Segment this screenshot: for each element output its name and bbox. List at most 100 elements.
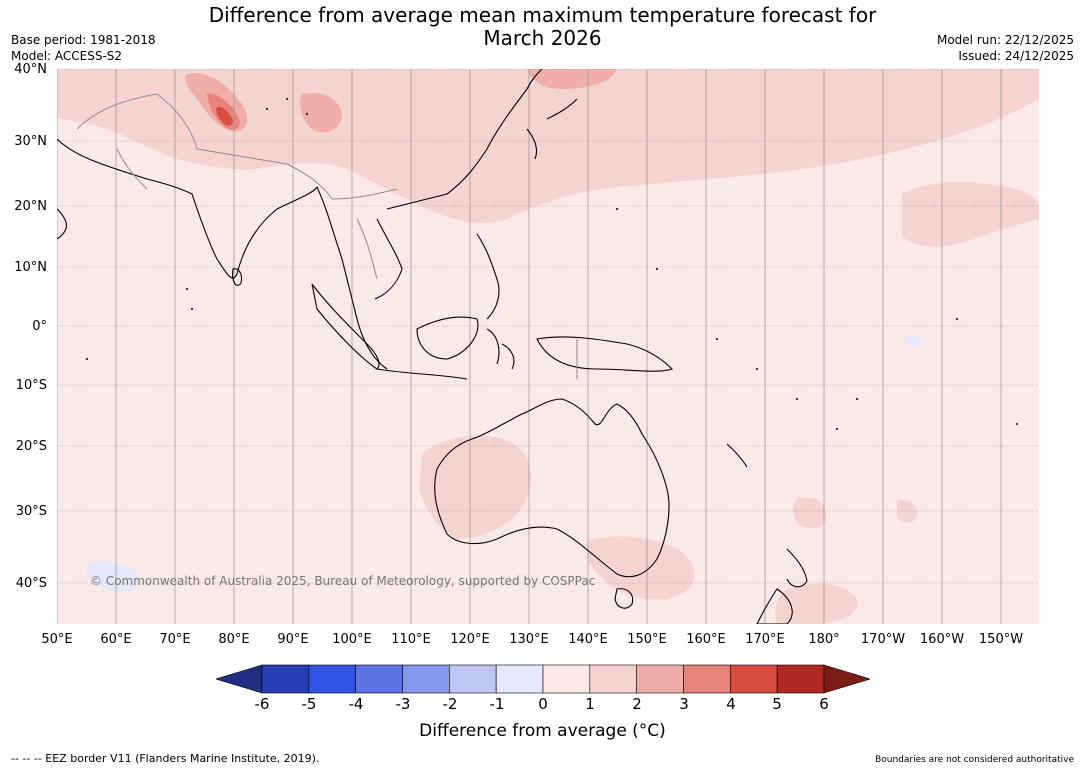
colorbar-extend-min: [216, 664, 263, 694]
colorbar-tick: 2: [632, 695, 642, 713]
lon-label: 150°E: [627, 632, 667, 647]
meta-left: Base period: 1981-2018 Model: ACCESS-S2: [11, 32, 156, 64]
lat-label: 20°N: [14, 199, 47, 214]
lat-label: 30°S: [15, 504, 47, 519]
lon-label: 160°W: [919, 632, 965, 647]
lon-label: 90°E: [277, 632, 309, 647]
colorbar-tick: -2: [442, 695, 458, 713]
map-panel: [57, 69, 1039, 624]
base-period: Base period: 1981-2018: [11, 33, 156, 47]
coast-sri-lanka: [232, 268, 243, 286]
anomaly-shading: [57, 69, 1039, 624]
small-islands: [86, 98, 1018, 430]
coast-tasmania: [614, 588, 634, 609]
coast-china: [386, 69, 543, 210]
model-name: Model: ACCESS-S2: [11, 49, 123, 63]
boundary-disclaimer: Boundaries are not considered authoritat…: [875, 755, 1074, 765]
colorbar-tick: 3: [679, 695, 689, 713]
issued-date: Issued: 24/12/2025: [958, 49, 1074, 63]
anomaly-region-east-pacific: [902, 182, 1039, 247]
lon-label: 170°W: [860, 632, 906, 647]
lat-label: 40°S: [15, 576, 47, 591]
colorbar-segment: [542, 664, 591, 694]
anomaly-region-west-australia: [419, 435, 531, 539]
model-run: Model run: 22/12/2025: [936, 33, 1074, 47]
lat-label: 0°: [32, 319, 47, 334]
coast-india: [57, 138, 318, 279]
colorbar-segment: [308, 664, 356, 694]
country-borders: [76, 93, 578, 379]
anomaly-region-tasman: [587, 536, 695, 600]
lat-label: 30°N: [14, 134, 47, 149]
lon-label: 160°E: [686, 632, 726, 647]
coast-sulawesi: [486, 328, 515, 370]
lon-label: 120°E: [450, 632, 490, 647]
colorbar-segment: [355, 664, 403, 694]
coast-borneo: [416, 316, 479, 360]
colorbar-segment: [495, 664, 544, 694]
lat-label: 10°N: [14, 260, 47, 275]
colorbar-tick: -5: [301, 695, 317, 713]
colorbar-extend-max: [823, 664, 870, 694]
lon-label: 110°E: [391, 632, 431, 647]
coast-new-caledonia: [726, 443, 748, 468]
colorbar-segment: [683, 664, 731, 694]
chart-title: Difference from average mean maximum tem…: [0, 4, 1085, 50]
colorbar-tick: -6: [254, 695, 270, 713]
colorbar-tick: -4: [348, 695, 364, 713]
lat-label: 20°S: [15, 439, 47, 454]
colorbar-segment: [730, 664, 778, 694]
lon-label: 180°: [808, 632, 840, 647]
coast-new-guinea: [536, 336, 674, 372]
meridians: [57, 69, 1002, 624]
coast-philippines: [476, 233, 500, 320]
lon-label: 130°E: [509, 632, 549, 647]
anomaly-region-china: [317, 69, 617, 139]
lon-label: 80°E: [218, 632, 250, 647]
lat-label: 10°S: [15, 378, 47, 393]
coast-korea-japan: [526, 98, 578, 160]
anomaly-region-mongolia: [527, 69, 617, 89]
coast-sumatra: [311, 283, 380, 370]
meta-right: Model run: 22/12/2025 Issued: 24/12/2025: [937, 32, 1074, 64]
colorbar-segments: [216, 664, 870, 694]
coast-new-zealand-south: [756, 588, 793, 624]
lon-label: 60°E: [100, 632, 132, 647]
colorbar-segment: [402, 664, 450, 694]
colorbar-segment: [261, 664, 310, 694]
copyright-notice: © Commonwealth of Australia 2025, Bureau…: [90, 574, 596, 588]
lon-label: 140°E: [568, 632, 608, 647]
lon-label: 70°E: [159, 632, 191, 647]
colorbar-tick: 5: [772, 695, 782, 713]
colorbar-tick: -3: [395, 695, 411, 713]
colorbar-segment: [776, 664, 825, 694]
coast-arabia: [57, 208, 67, 240]
eez-legend: -- -- -- EEZ border V11 (Flanders Marine…: [11, 752, 320, 765]
anomaly-region-negative: [86, 561, 140, 592]
colorbar: [216, 664, 870, 694]
lon-label: 100°E: [332, 632, 372, 647]
lat-label: 40°N: [14, 62, 47, 77]
colorbar-tick: 4: [726, 695, 736, 713]
coast-australia: [434, 398, 670, 578]
colorbar-segment: [589, 664, 637, 694]
coast-new-zealand-north: [786, 548, 808, 588]
anomaly-region-south-pacific-1: [793, 497, 827, 529]
colorbar-label: Difference from average (°C): [419, 721, 666, 741]
colorbar-tick: 0: [538, 695, 548, 713]
colorbar-tick: -1: [489, 695, 505, 713]
colorbar-tick: 1: [585, 695, 595, 713]
coast-myanmar-thailand: [316, 186, 388, 370]
title-line-2: March 2026: [483, 26, 602, 50]
lon-label: 50°E: [41, 632, 73, 647]
anomaly-region-southern-ocean: [775, 583, 858, 624]
anomaly-region-negative-2: [905, 335, 923, 348]
colorbar-segment: [636, 664, 684, 694]
colorbar-tick: 6: [819, 695, 829, 713]
lon-label: 150°W: [978, 632, 1024, 647]
gridlines: [57, 69, 1039, 584]
colorbar-segment: [449, 664, 497, 694]
anomaly-region-peak: [216, 106, 233, 126]
anomaly-region-pacific-ne: [617, 69, 1039, 125]
anomaly-region-tibet: [300, 92, 342, 133]
